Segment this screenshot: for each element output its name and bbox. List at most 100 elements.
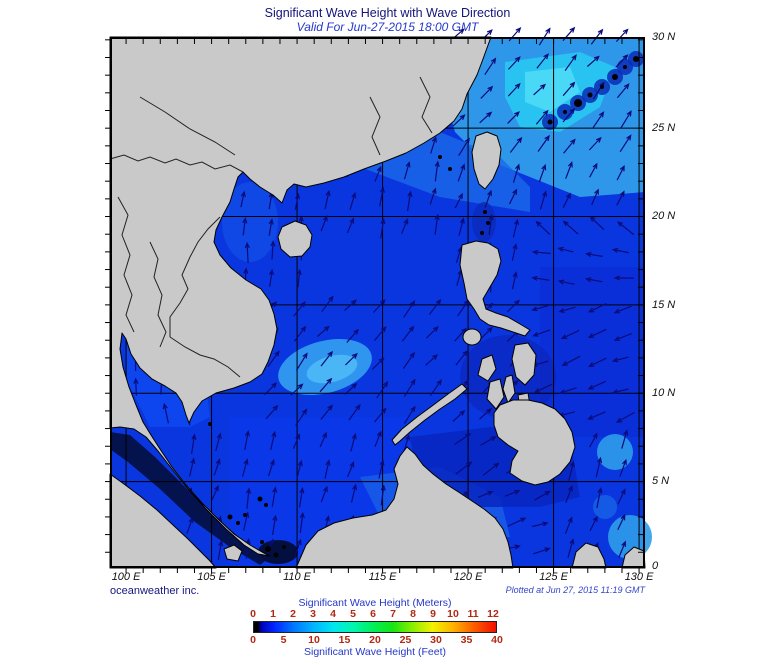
wave-direction-arrow [346, 217, 355, 234]
map-canvas [105, 26, 652, 573]
wave-direction-arrow [589, 515, 598, 531]
wave-direction-arrow [299, 511, 305, 533]
wave-direction-arrow [512, 218, 519, 238]
political-border [169, 336, 241, 378]
wave-direction-arrow [531, 275, 550, 281]
wave-direction-arrow [615, 28, 629, 43]
lon-label: 130 E [624, 571, 654, 583]
small-island [265, 546, 271, 552]
land-palawan [391, 383, 468, 446]
political-border [419, 76, 433, 134]
small-island [587, 92, 593, 98]
wave-direction-arrow [242, 217, 248, 236]
wave-direction-arrow [373, 326, 387, 341]
wave-direction-arrow [619, 458, 627, 477]
wave-direction-arrow [344, 352, 358, 366]
wave-direction-arrow [479, 111, 493, 124]
political-border [149, 241, 167, 348]
small-island [612, 74, 618, 80]
wave-direction-arrow [532, 329, 551, 337]
meters-tick: 5 [350, 608, 356, 620]
wave-direction-arrow [587, 55, 600, 67]
lat-label: 20 N [652, 210, 676, 222]
wave-direction-arrow [321, 295, 334, 313]
wave-direction-arrow [536, 53, 549, 69]
wave-direction-arrow [244, 241, 250, 264]
political-border [139, 96, 236, 156]
wave-direction-arrow [403, 405, 416, 424]
wave-direction-arrow [267, 458, 275, 477]
wave-direction-arrow [595, 456, 603, 478]
wave-direction-arrow [372, 299, 386, 313]
wave-direction-arrow [504, 489, 521, 497]
wave-direction-arrow [589, 162, 598, 178]
wave-direction-arrow [591, 188, 599, 206]
small-island [264, 503, 268, 507]
wave-direction-arrow [620, 110, 632, 129]
wave-direction-arrow [533, 83, 546, 96]
wave-direction-arrow [562, 220, 579, 235]
wave-direction-arrow [480, 326, 493, 340]
wave-direction-arrow [512, 163, 520, 183]
feet-tick: 5 [280, 634, 287, 646]
small-island [260, 540, 264, 544]
wave-direction-arrow [587, 380, 607, 390]
wave-direction-arrow [482, 462, 500, 476]
meters-tick: 4 [330, 608, 336, 620]
small-island [574, 99, 582, 107]
wave-direction-arrow [611, 247, 629, 254]
meters-tick: 8 [410, 608, 416, 620]
wave-direction-arrow [317, 325, 330, 337]
feet-tick: 40 [491, 634, 503, 646]
wave-direction-arrow [558, 306, 576, 313]
meters-tick: 9 [430, 608, 436, 620]
wave-direction-arrow [293, 325, 307, 342]
wave-direction-arrow [295, 408, 308, 426]
meters-tick: 0 [250, 608, 256, 620]
feet-tick: 25 [399, 634, 412, 646]
wave-direction-arrow [242, 458, 249, 477]
wave-direction-arrow [616, 83, 630, 99]
wave-direction-arrow [245, 487, 252, 509]
wave-direction-arrow [298, 487, 305, 508]
wave-direction-arrow [507, 111, 520, 124]
wave-direction-arrow [244, 430, 250, 451]
wave-direction-arrow [589, 216, 605, 231]
wave-direction-arrow [561, 355, 581, 366]
lat-label: 10 N [652, 387, 676, 399]
wave-direction-arrow [348, 403, 361, 421]
wave-direction-arrow [350, 483, 358, 503]
wave-direction-arrow [488, 213, 494, 235]
wave-direction-arrow [378, 459, 385, 479]
wave-direction-arrow [484, 189, 492, 208]
wave-direction-arrow [380, 484, 386, 506]
wave-direction-arrow [403, 378, 416, 397]
wave-direction-arrow [611, 356, 629, 363]
wave-direction-arrow [270, 430, 277, 451]
lon-label: 110 E [283, 571, 312, 583]
wave-direction-arrow [245, 537, 251, 559]
wave-direction-arrow [458, 217, 465, 236]
wave-direction-arrow [479, 407, 493, 420]
wave-direction-arrow [531, 249, 551, 255]
wave-direction-arrow [565, 485, 573, 504]
wave-direction-arrow [264, 382, 278, 396]
small-island [208, 422, 212, 426]
wave-direction-arrow [562, 192, 571, 208]
small-island [486, 221, 490, 225]
wave-direction-arrow [613, 305, 632, 314]
wave-direction-arrow [296, 459, 303, 479]
wave-direction-arrow [407, 190, 413, 212]
wave-direction-arrow [507, 517, 527, 527]
wave-direction-arrow [508, 188, 518, 205]
wave-direction-arrow [617, 488, 626, 505]
wave-direction-arrow [511, 271, 518, 290]
wave-direction-arrow [401, 325, 415, 342]
small-island [243, 513, 247, 517]
wave-direction-arrow [538, 163, 547, 183]
wave-direction-arrow [564, 516, 573, 534]
wave-direction-arrow [429, 187, 437, 205]
wave-direction-arrow [402, 351, 415, 369]
wave-direction-arrow [557, 279, 575, 285]
valid-time-subtitle: Valid For Jun-27-2015 18:00 GMT [296, 20, 479, 34]
